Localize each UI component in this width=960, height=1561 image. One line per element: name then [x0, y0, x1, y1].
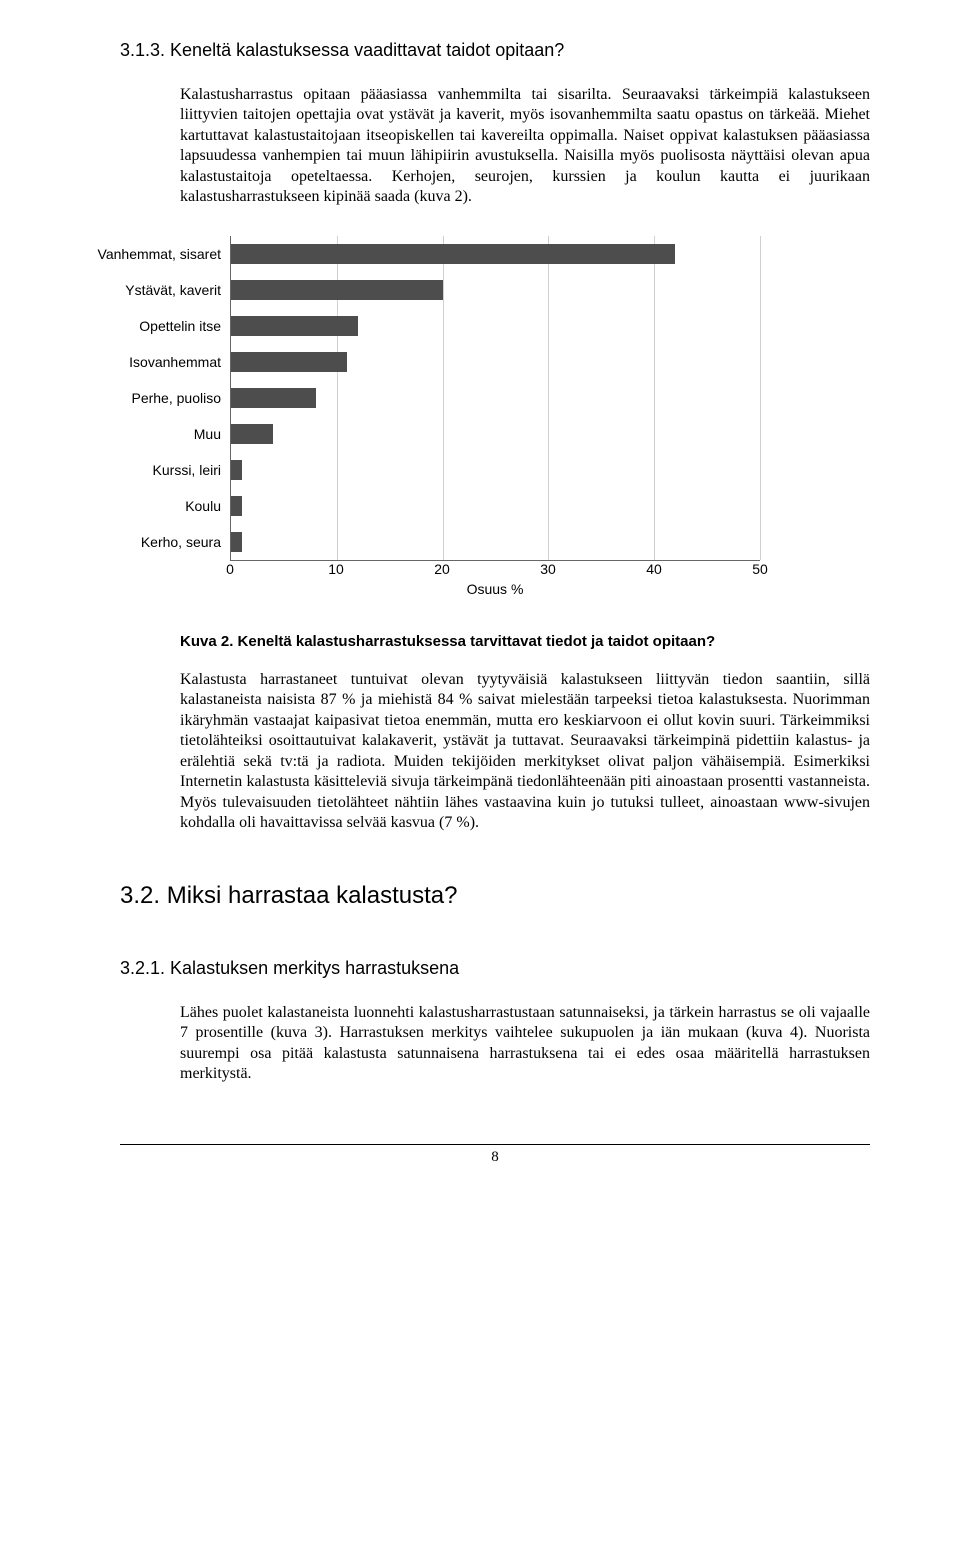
- bar-row: Opettelin itse: [231, 308, 760, 344]
- bar-row: Muu: [231, 416, 760, 452]
- chart-x-ticks: 01020304050: [230, 561, 760, 577]
- bar: [231, 388, 316, 408]
- chart-x-label: Osuus %: [230, 581, 760, 597]
- bar-category-label: Vanhemmat, sisaret: [66, 246, 231, 262]
- bar-row: Kurssi, leiri: [231, 452, 760, 488]
- bar-category-label: Opettelin itse: [66, 318, 231, 334]
- bar-row: Kerho, seura: [231, 524, 760, 560]
- bar-row: Perhe, puoliso: [231, 380, 760, 416]
- bar: [231, 424, 273, 444]
- bar-row: Vanhemmat, sisaret: [231, 236, 760, 272]
- bar: [231, 280, 443, 300]
- bar-row: Ystävät, kaverit: [231, 272, 760, 308]
- bar-row: Isovanhemmat: [231, 344, 760, 380]
- x-tick-label: 10: [321, 561, 351, 577]
- bar-chart-kuva2: Vanhemmat, sisaretYstävät, kaveritOpette…: [230, 236, 760, 597]
- paragraph-intro: Kalastusharrastus opitaan pääasiassa van…: [180, 85, 870, 208]
- bar-category-label: Isovanhemmat: [66, 354, 231, 370]
- bar: [231, 352, 347, 372]
- bar: [231, 496, 242, 516]
- paragraph-meaning: Lähes puolet kalastaneista luonnehti kal…: [180, 1003, 870, 1085]
- heading-3-2-1: 3.2.1. Kalastuksen merkitys harrastuksen…: [120, 958, 870, 979]
- figure-caption: Kuva 2. Keneltä kalastusharrastuksessa t…: [180, 633, 870, 650]
- x-tick-label: 50: [745, 561, 775, 577]
- x-tick-label: 30: [533, 561, 563, 577]
- bar-category-label: Kurssi, leiri: [66, 462, 231, 478]
- bar-category-label: Kerho, seura: [66, 534, 231, 550]
- bar-row: Koulu: [231, 488, 760, 524]
- bar-category-label: Koulu: [66, 498, 231, 514]
- heading-3-2: 3.2. Miksi harrastaa kalastusta?: [120, 882, 870, 910]
- page: 3.1.3. Keneltä kalastuksessa vaadittavat…: [0, 0, 960, 1206]
- bar: [231, 316, 358, 336]
- bar: [231, 244, 675, 264]
- chart-plot-area: Vanhemmat, sisaretYstävät, kaveritOpette…: [231, 236, 760, 560]
- x-tick-label: 20: [427, 561, 457, 577]
- bar-category-label: Ystävät, kaverit: [66, 282, 231, 298]
- bar: [231, 460, 242, 480]
- x-tick-label: 0: [215, 561, 245, 577]
- bar: [231, 532, 242, 552]
- heading-3-1-3: 3.1.3. Keneltä kalastuksessa vaadittavat…: [120, 40, 870, 61]
- bar-category-label: Muu: [66, 426, 231, 442]
- x-tick-label: 40: [639, 561, 669, 577]
- paragraph-info-sources: Kalastusta harrastaneet tuntuivat olevan…: [180, 670, 870, 834]
- bar-category-label: Perhe, puoliso: [66, 390, 231, 406]
- page-number: 8: [120, 1144, 870, 1166]
